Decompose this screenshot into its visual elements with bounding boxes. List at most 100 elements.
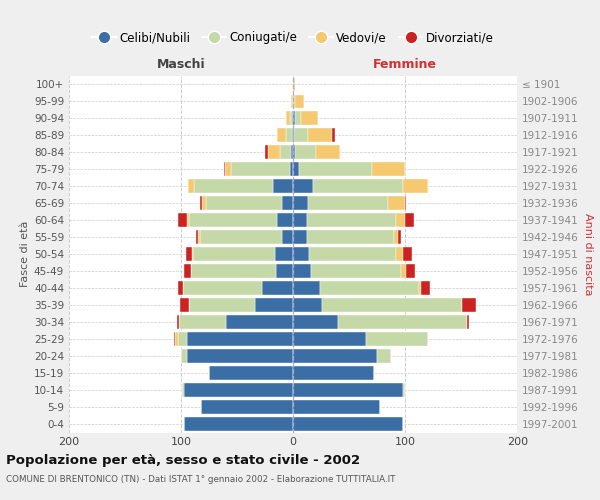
Bar — [286, 112, 290, 126]
Bar — [187, 214, 189, 228]
Bar — [313, 180, 403, 194]
Bar — [462, 298, 476, 312]
Bar — [290, 162, 293, 176]
Bar — [293, 383, 403, 397]
Bar — [293, 298, 322, 312]
Bar — [293, 400, 380, 414]
Bar — [293, 332, 366, 346]
Bar — [419, 281, 421, 295]
Bar — [185, 248, 192, 261]
Bar — [394, 230, 398, 244]
Bar — [290, 112, 292, 126]
Bar — [178, 281, 183, 295]
Bar — [403, 180, 428, 194]
Bar — [293, 78, 295, 92]
Bar — [282, 196, 293, 210]
Bar — [206, 196, 282, 210]
Bar — [293, 315, 338, 329]
Bar — [196, 230, 198, 244]
Bar — [225, 162, 232, 176]
Bar — [293, 264, 311, 278]
Bar — [277, 214, 293, 228]
Bar — [293, 180, 313, 194]
Bar — [388, 196, 405, 210]
Bar — [293, 366, 374, 380]
Bar — [232, 162, 290, 176]
Bar — [276, 264, 293, 278]
Bar — [280, 146, 291, 160]
Bar — [293, 94, 295, 108]
Bar — [320, 281, 419, 295]
Bar — [293, 128, 294, 142]
Bar — [396, 214, 405, 228]
Bar — [371, 162, 405, 176]
Bar — [292, 112, 293, 126]
Bar — [293, 281, 320, 295]
Bar — [293, 196, 308, 210]
Bar — [277, 128, 286, 142]
Bar — [209, 366, 293, 380]
Bar — [184, 264, 191, 278]
Bar — [396, 248, 403, 261]
Bar — [255, 298, 293, 312]
Bar — [308, 128, 332, 142]
Bar — [294, 128, 308, 142]
Bar — [332, 128, 335, 142]
Bar — [467, 315, 469, 329]
Bar — [292, 128, 293, 142]
Bar — [193, 248, 275, 261]
Bar — [295, 94, 304, 108]
Bar — [191, 264, 276, 278]
Bar — [295, 146, 316, 160]
Bar — [188, 180, 194, 194]
Bar — [187, 349, 293, 363]
Bar — [183, 281, 262, 295]
Bar — [405, 214, 414, 228]
Bar — [293, 417, 403, 431]
Bar — [338, 315, 467, 329]
Bar — [307, 230, 394, 244]
Bar — [184, 417, 293, 431]
Bar — [308, 196, 388, 210]
Bar — [291, 94, 293, 108]
Y-axis label: Anni di nascita: Anni di nascita — [583, 213, 593, 296]
Bar — [293, 248, 309, 261]
Bar — [377, 349, 391, 363]
Bar — [180, 298, 189, 312]
Bar — [301, 112, 318, 126]
Text: Popolazione per età, sesso e stato civile - 2002: Popolazione per età, sesso e stato civil… — [6, 454, 360, 467]
Bar — [293, 146, 295, 160]
Bar — [322, 298, 462, 312]
Bar — [200, 230, 282, 244]
Bar — [282, 230, 293, 244]
Bar — [262, 281, 293, 295]
Bar — [181, 349, 187, 363]
Bar — [200, 196, 202, 210]
Bar — [406, 264, 415, 278]
Bar — [316, 146, 340, 160]
Text: Femmine: Femmine — [373, 58, 437, 71]
Y-axis label: Fasce di età: Fasce di età — [20, 221, 30, 288]
Bar — [293, 162, 299, 176]
Bar — [295, 112, 301, 126]
Bar — [176, 315, 179, 329]
Bar — [293, 112, 295, 126]
Bar — [366, 332, 428, 346]
Bar — [194, 180, 273, 194]
Bar — [226, 315, 293, 329]
Bar — [268, 146, 280, 160]
Legend: Celibi/Nubili, Coniugati/e, Vedovi/e, Divorziati/e: Celibi/Nubili, Coniugati/e, Vedovi/e, Di… — [88, 26, 499, 49]
Bar — [175, 332, 178, 346]
Bar — [224, 162, 225, 176]
Bar — [403, 383, 405, 397]
Bar — [178, 332, 187, 346]
Bar — [192, 248, 193, 261]
Bar — [403, 248, 412, 261]
Bar — [293, 349, 377, 363]
Bar — [189, 214, 277, 228]
Bar — [291, 146, 293, 160]
Bar — [293, 214, 307, 228]
Bar — [273, 180, 293, 194]
Bar — [189, 298, 255, 312]
Bar — [293, 230, 307, 244]
